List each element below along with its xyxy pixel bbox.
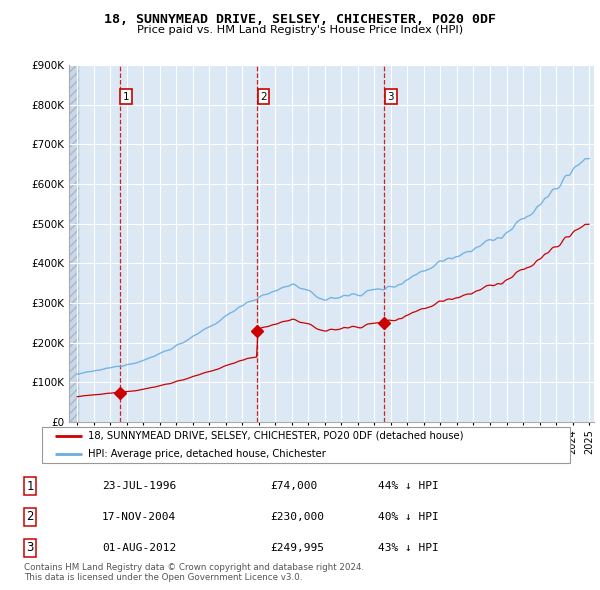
Text: £74,000: £74,000 [270, 481, 317, 491]
Text: 17-NOV-2004: 17-NOV-2004 [102, 512, 176, 522]
Bar [69, 65, 79, 422]
Text: £249,995: £249,995 [270, 543, 324, 553]
Text: 2: 2 [26, 510, 34, 523]
Text: 1: 1 [123, 91, 130, 101]
Text: HPI: Average price, detached house, Chichester: HPI: Average price, detached house, Chic… [88, 449, 326, 459]
Text: £230,000: £230,000 [270, 512, 324, 522]
Text: 18, SUNNYMEAD DRIVE, SELSEY, CHICHESTER, PO20 0DF (detached house): 18, SUNNYMEAD DRIVE, SELSEY, CHICHESTER,… [88, 431, 464, 441]
FancyBboxPatch shape [42, 427, 570, 463]
Text: 43% ↓ HPI: 43% ↓ HPI [378, 543, 439, 553]
Text: 3: 3 [26, 541, 34, 554]
Text: 2: 2 [260, 91, 267, 101]
Text: 44% ↓ HPI: 44% ↓ HPI [378, 481, 439, 491]
Text: 23-JUL-1996: 23-JUL-1996 [102, 481, 176, 491]
Text: Price paid vs. HM Land Registry's House Price Index (HPI): Price paid vs. HM Land Registry's House … [137, 25, 463, 35]
Text: 3: 3 [387, 91, 394, 101]
Text: Contains HM Land Registry data © Crown copyright and database right 2024.
This d: Contains HM Land Registry data © Crown c… [24, 563, 364, 582]
Text: 18, SUNNYMEAD DRIVE, SELSEY, CHICHESTER, PO20 0DF: 18, SUNNYMEAD DRIVE, SELSEY, CHICHESTER,… [104, 13, 496, 26]
Text: 1: 1 [26, 480, 34, 493]
Text: 40% ↓ HPI: 40% ↓ HPI [378, 512, 439, 522]
Text: 01-AUG-2012: 01-AUG-2012 [102, 543, 176, 553]
